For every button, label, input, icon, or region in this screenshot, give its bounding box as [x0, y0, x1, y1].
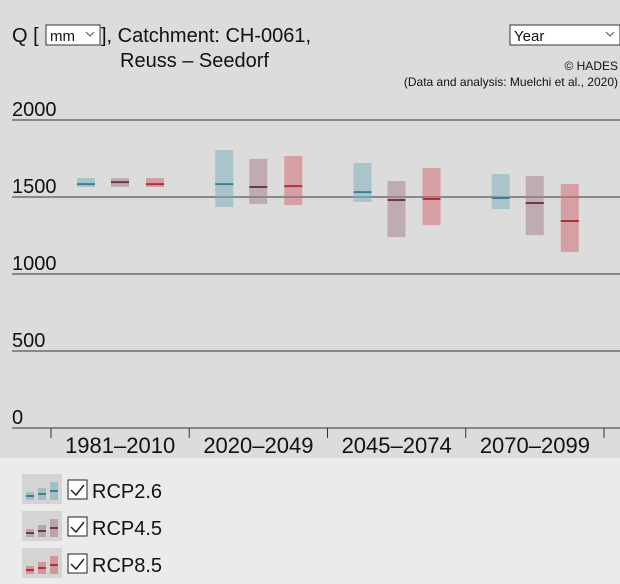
range-box	[387, 180, 406, 238]
period-select-box[interactable]	[509, 24, 620, 46]
legend-background	[0, 458, 620, 584]
range-box	[353, 162, 372, 202]
chevron	[85, 31, 95, 37]
range-box	[422, 168, 441, 226]
chevron	[605, 31, 615, 37]
x-tick-label: 2045–2074	[342, 433, 452, 458]
unit-select-value[interactable]: mm	[50, 28, 75, 45]
unit-select-box[interactable]	[45, 24, 101, 46]
legend-label: RCP4.5	[92, 518, 162, 540]
range-box	[146, 178, 164, 188]
credit: © HADES	[564, 59, 618, 73]
legend-label: RCP2.6	[92, 481, 162, 503]
period-select[interactable]: Year	[509, 24, 620, 46]
y-tick-label: 1000	[12, 253, 57, 275]
y-tick-label: 500	[12, 330, 45, 352]
range-box	[525, 176, 544, 236]
checkmark[interactable]	[70, 558, 85, 571]
source: (Data and analysis: Muelchi et al., 2020…	[404, 75, 618, 89]
range-box	[215, 150, 234, 208]
range-box	[249, 158, 268, 204]
x-tick-label: 2070–2099	[480, 433, 590, 458]
unit-select[interactable]: mm	[45, 24, 101, 46]
q-label: Q [	[12, 25, 39, 47]
y-tick-label: 0	[12, 407, 23, 429]
plot-background	[0, 0, 620, 458]
checkmark[interactable]	[70, 484, 85, 497]
range-box	[560, 184, 579, 252]
legend-checkbox[interactable]	[67, 516, 88, 537]
y-tick-label: 1500	[12, 176, 57, 198]
y-tick-label: 2000	[12, 99, 57, 121]
legend-checkbox[interactable]	[67, 479, 88, 500]
range-box	[77, 178, 95, 188]
catchment-label: ], Catchment: CH-0061,	[101, 25, 311, 47]
x-tick-label: 2020–2049	[203, 433, 313, 458]
range-box	[491, 174, 510, 210]
x-tick-label: 1981–2010	[65, 433, 175, 458]
range-box	[284, 156, 303, 206]
legend-checkbox[interactable]	[67, 553, 88, 574]
checkmark[interactable]	[70, 521, 85, 534]
period-select-value[interactable]: Year	[514, 28, 544, 45]
catchment-name: Reuss – Seedorf	[120, 50, 269, 72]
legend-label: RCP8.5	[92, 555, 162, 577]
